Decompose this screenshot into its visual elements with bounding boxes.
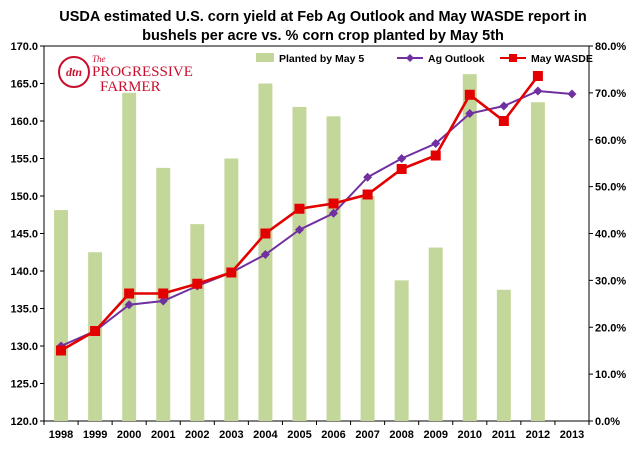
left-axis-tick-label: 145.0 (10, 229, 38, 241)
right-axis-tick-label: 80.0% (595, 41, 626, 53)
x-axis-tick-label: 2008 (389, 429, 413, 441)
left-axis-tick-label: 135.0 (10, 304, 38, 316)
logo-icon-text: dtn (66, 65, 82, 79)
ag-outlook-point (499, 101, 509, 111)
ag-outlook-point (567, 89, 577, 99)
legend: Planted by May 5 Ag Outlook May WASDE (256, 53, 593, 65)
bar-planted-by-may-5 (530, 102, 545, 421)
may-wasde-point (90, 326, 101, 336)
may-wasde-point (362, 189, 373, 200)
may-wasde-point (226, 267, 237, 278)
x-axis-tick-label: 2004 (253, 429, 278, 441)
ag-outlook-point (533, 86, 543, 96)
x-axis-tick-label: 2000 (117, 429, 141, 441)
left-axis-tick-label: 150.0 (10, 191, 38, 203)
ag-outlook-point (294, 225, 304, 235)
right-axis-tick-label: 40.0% (595, 229, 626, 241)
ag-outlook-point (158, 296, 168, 306)
legend-swatch-planted (256, 53, 274, 62)
x-axis-tick-label: 2005 (287, 429, 311, 441)
x-axis-tick-label: 2012 (526, 429, 550, 441)
chart-title-line-2: bushels per acre vs. % corn crop planted… (142, 28, 504, 44)
bar-planted-by-may-5 (224, 158, 239, 421)
x-axis-tick-label: 2009 (423, 429, 447, 441)
may-wasde-point (532, 71, 543, 81)
bar-planted-by-may-5 (496, 289, 511, 421)
ag-outlook-point (465, 109, 475, 118)
may-wasde-point (124, 288, 135, 299)
bar-planted-by-may-5 (54, 210, 69, 421)
progressive-farmer-logo: dtn The PROGRESSIVE FARMER (58, 54, 193, 95)
ag-outlook-point (124, 300, 134, 310)
left-axis-tick-label: 140.0 (10, 266, 38, 278)
may-wasde-point (294, 203, 305, 214)
left-axis-tick-label: 160.0 (10, 116, 38, 128)
ag-outlook-line (60, 89, 573, 347)
may-wasde-point (430, 150, 441, 161)
bar-planted-by-may-5 (428, 247, 443, 421)
x-axis-tick-label: 2003 (219, 429, 243, 441)
ag-outlook-point (431, 139, 441, 148)
right-axis-tick-label: 70.0% (595, 88, 626, 100)
bar-planted-by-may-5 (462, 74, 477, 421)
chart-title-line-1: USDA estimated U.S. corn yield at Feb Ag… (59, 9, 586, 25)
left-axis-tick-label: 170.0 (10, 41, 38, 53)
bar-planted-by-may-5 (394, 280, 409, 421)
may-wasde-point (396, 164, 407, 174)
may-wasde-point (158, 288, 169, 299)
may-wasde-point (464, 89, 475, 100)
x-axis-tick-label: 2002 (185, 429, 209, 441)
left-axis-tick-label: 125.0 (10, 379, 38, 391)
may-wasde-point (498, 116, 509, 126)
left-axis-tick-label: 165.0 (10, 79, 38, 91)
ag-outlook-point (397, 154, 407, 163)
x-axis-tick-label: 2013 (560, 429, 584, 441)
right-axis-tick-label: 60.0% (595, 135, 626, 147)
logo-text-the: The (92, 54, 106, 64)
legend-marker-may-wasde (509, 54, 517, 62)
right-axis-tick-label: 10.0% (595, 369, 626, 381)
ag-outlook-point (329, 208, 339, 218)
x-axis-tick-label: 2007 (355, 429, 379, 441)
bar-planted-by-may-5 (190, 224, 205, 421)
bar-planted-by-may-5 (88, 252, 103, 421)
x-axis-tick-label: 2010 (458, 429, 482, 441)
logo-text-progressive: PROGRESSIVE (92, 64, 193, 80)
x-axis-tick-label: 1998 (49, 429, 73, 441)
ag-outlook-point (363, 172, 373, 182)
bar-planted-by-may-5 (122, 92, 137, 421)
right-axis-tick-label: 50.0% (595, 182, 626, 194)
logo-text-farmer: FARMER (100, 79, 161, 95)
x-axis-tick-label: 2001 (151, 429, 175, 441)
bar-planted-by-may-5 (326, 116, 341, 421)
right-axis-tick-label: 0.0% (595, 416, 620, 428)
legend-label-may-wasde: May WASDE (531, 53, 593, 65)
may-wasde-point (328, 198, 339, 209)
ag-outlook-point (260, 250, 270, 259)
may-wasde-point (260, 228, 271, 239)
legend-label-ag-outlook: Ag Outlook (428, 53, 485, 65)
legend-label-planted: Planted by May 5 (279, 53, 364, 65)
may-wasde-point (192, 278, 203, 289)
x-axis-tick-label: 2006 (321, 429, 345, 441)
left-axis-tick-label: 130.0 (10, 341, 38, 353)
bar-planted-by-may-5 (292, 106, 307, 421)
plot-area: 120.0 125.0 130.0 135.0 140.0 145.0 150.0 155.0… (10, 41, 626, 441)
may-wasde-point (56, 345, 67, 356)
legend-marker-ag-outlook (406, 54, 414, 62)
left-axis-tick-label: 120.0 (10, 416, 38, 428)
x-axis-tick-label: 2011 (492, 429, 516, 441)
right-axis-tick-label: 30.0% (595, 275, 626, 287)
dtn-logo-icon (58, 56, 90, 88)
right-axis-tick-label: 20.0% (595, 322, 626, 334)
bar-planted-by-may-5 (360, 196, 375, 421)
left-axis-tick-label: 155.0 (10, 154, 38, 166)
x-axis-tick-label: 1999 (83, 429, 107, 441)
